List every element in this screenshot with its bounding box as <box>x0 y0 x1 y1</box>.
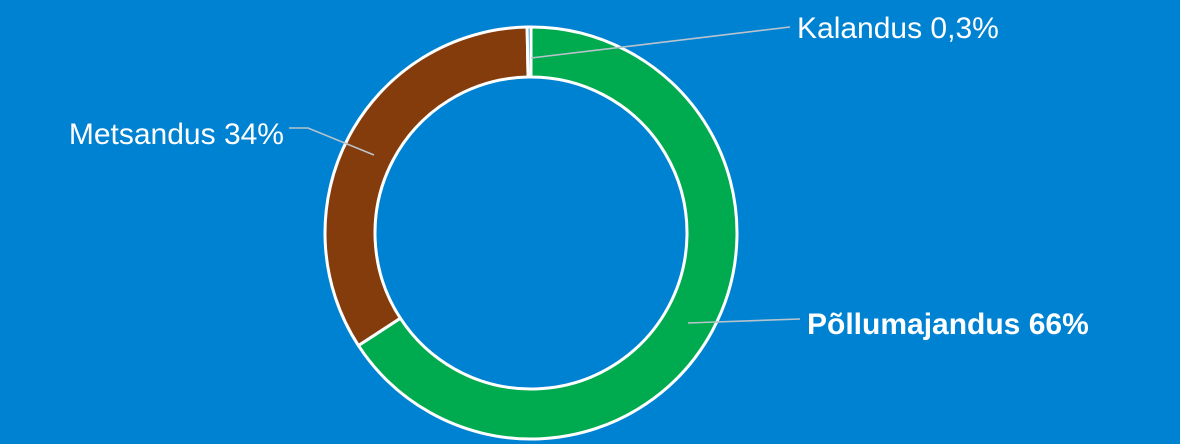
leader-line-kalandus <box>530 26 791 59</box>
data-label-metsandus: Metsandus 34% <box>69 118 284 151</box>
data-label-kalandus: Kalandus 0,3% <box>797 12 999 45</box>
slice-metsandus <box>323 25 530 348</box>
slice-kalandus <box>525 25 533 79</box>
leader-line-metsandus <box>289 127 375 156</box>
leader-lines-group <box>289 26 801 324</box>
data-label-pollumajandus: Põllumajandus 66% <box>807 308 1089 341</box>
data-labels-group: Põllumajandus 66% Metsandus 34% Kalandus… <box>69 12 1089 341</box>
slices-group <box>323 25 739 441</box>
leader-line-pollumajandus <box>687 318 801 324</box>
slice-pollumajandus <box>356 25 739 441</box>
